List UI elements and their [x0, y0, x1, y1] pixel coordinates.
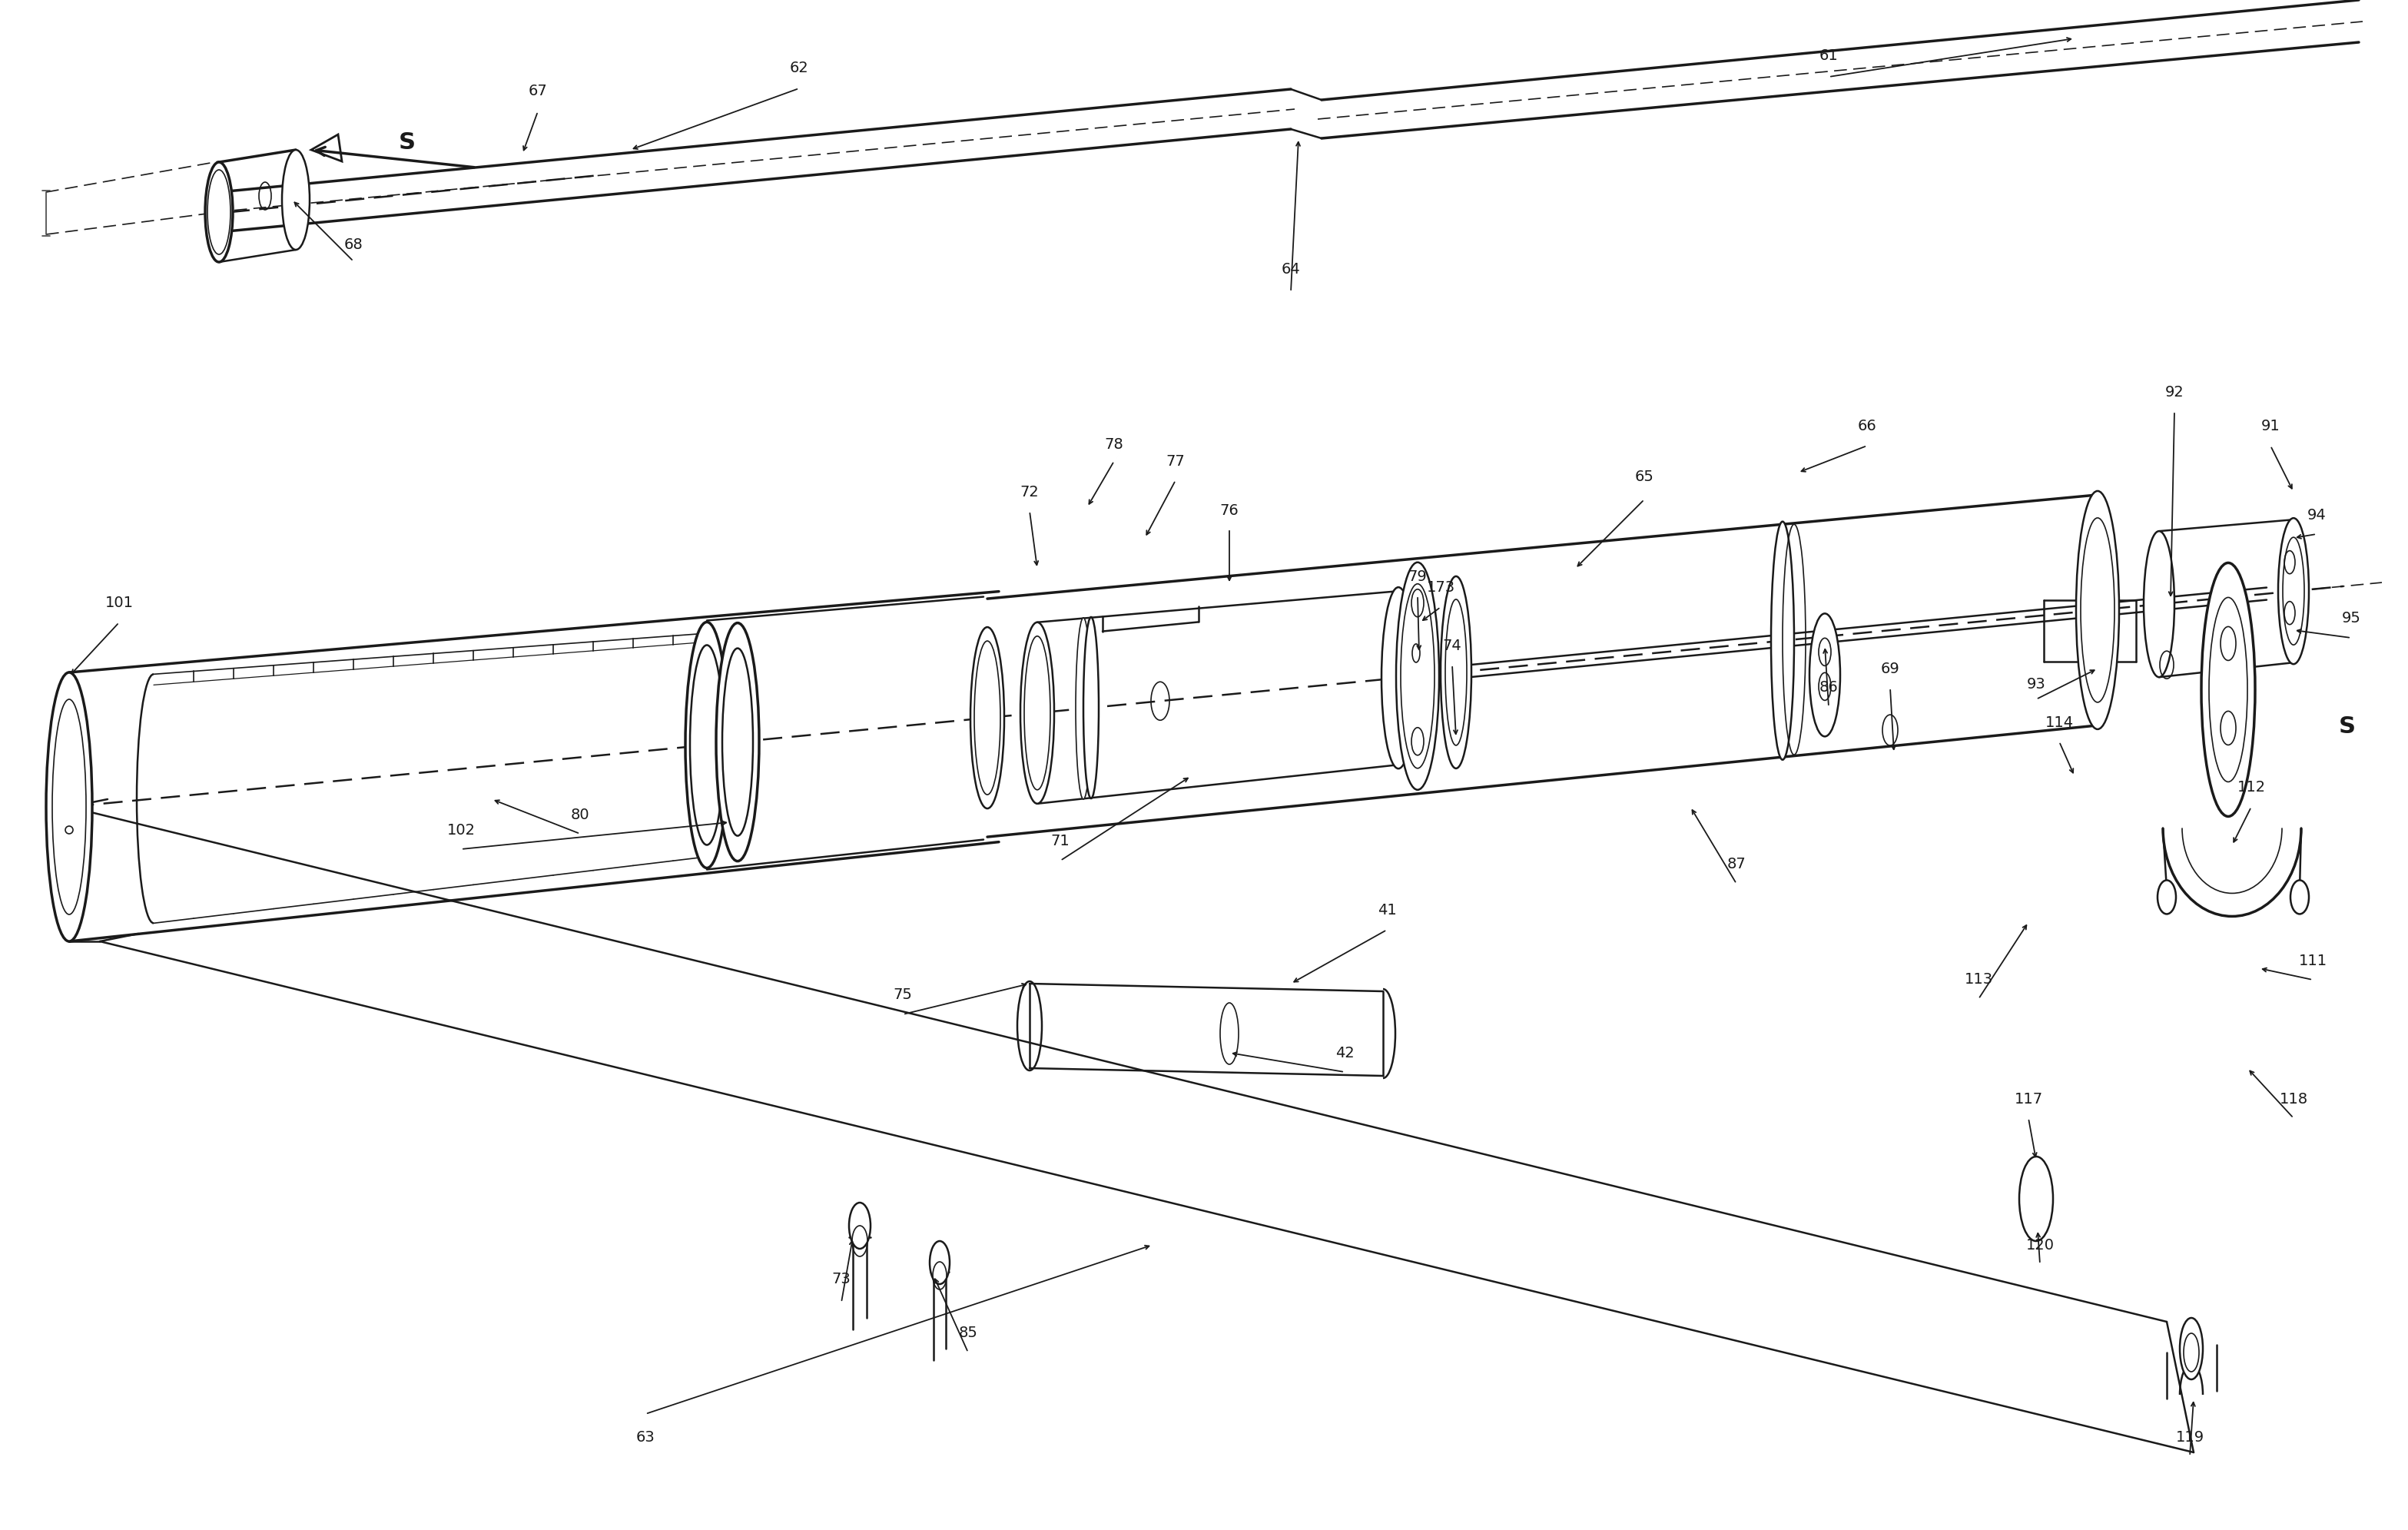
Text: 80: 80 [571, 808, 590, 822]
Text: 92: 92 [2165, 384, 2184, 399]
Ellipse shape [1076, 618, 1091, 799]
Ellipse shape [205, 162, 234, 262]
Text: 67: 67 [527, 83, 547, 98]
Text: 85: 85 [958, 1327, 978, 1340]
Ellipse shape [2290, 880, 2309, 913]
Ellipse shape [1397, 563, 1440, 789]
Text: 111: 111 [2300, 953, 2326, 968]
Ellipse shape [2076, 491, 2119, 730]
Text: 41: 41 [1377, 903, 1397, 918]
Ellipse shape [2179, 1317, 2203, 1380]
Ellipse shape [929, 1241, 949, 1284]
Text: 113: 113 [1965, 973, 1994, 987]
Text: 95: 95 [2341, 612, 2360, 626]
Ellipse shape [2158, 880, 2177, 913]
Text: 86: 86 [1818, 681, 1837, 695]
Ellipse shape [1084, 617, 1098, 799]
Text: 61: 61 [1818, 47, 1837, 63]
Text: S: S [2338, 715, 2355, 737]
Text: 74: 74 [1442, 638, 1462, 653]
Ellipse shape [686, 623, 727, 868]
Text: 75: 75 [893, 988, 913, 1002]
Text: 102: 102 [448, 823, 474, 837]
Text: 77: 77 [1165, 454, 1185, 468]
Ellipse shape [1808, 614, 1840, 736]
Ellipse shape [715, 623, 759, 861]
Text: 93: 93 [2028, 676, 2047, 692]
Ellipse shape [1021, 623, 1055, 803]
Text: 112: 112 [2237, 780, 2266, 796]
Ellipse shape [46, 672, 92, 941]
Ellipse shape [2278, 519, 2309, 664]
Text: 173: 173 [1426, 580, 1454, 595]
Ellipse shape [2201, 563, 2256, 817]
Text: 117: 117 [2013, 1091, 2042, 1106]
Text: 119: 119 [2174, 1429, 2203, 1444]
Ellipse shape [1382, 588, 1416, 768]
Ellipse shape [970, 627, 1004, 808]
Text: 87: 87 [1727, 857, 1746, 872]
Text: 118: 118 [2280, 1091, 2307, 1106]
Text: 62: 62 [790, 60, 809, 75]
Ellipse shape [1770, 522, 1794, 760]
Text: 42: 42 [1334, 1045, 1353, 1060]
Text: 79: 79 [1409, 569, 1428, 583]
Text: S: S [400, 132, 417, 153]
Text: 94: 94 [2307, 508, 2326, 522]
Text: 64: 64 [1281, 262, 1300, 277]
Text: 66: 66 [1857, 419, 1876, 435]
Text: 72: 72 [1021, 485, 1040, 499]
Text: 69: 69 [1881, 661, 1900, 676]
Text: 101: 101 [106, 597, 132, 610]
Text: 120: 120 [2025, 1238, 2054, 1252]
Text: 91: 91 [2261, 419, 2280, 435]
Ellipse shape [1440, 577, 1471, 768]
Ellipse shape [850, 1203, 872, 1248]
Text: 65: 65 [1635, 470, 1654, 483]
Text: 68: 68 [344, 237, 364, 251]
Text: 63: 63 [636, 1429, 655, 1444]
Text: 71: 71 [1050, 834, 1069, 849]
Ellipse shape [282, 150, 311, 249]
Text: 73: 73 [831, 1271, 850, 1287]
Text: 76: 76 [1221, 503, 1238, 519]
Text: 78: 78 [1105, 438, 1125, 451]
Ellipse shape [2143, 531, 2174, 678]
Text: 114: 114 [2044, 715, 2073, 730]
